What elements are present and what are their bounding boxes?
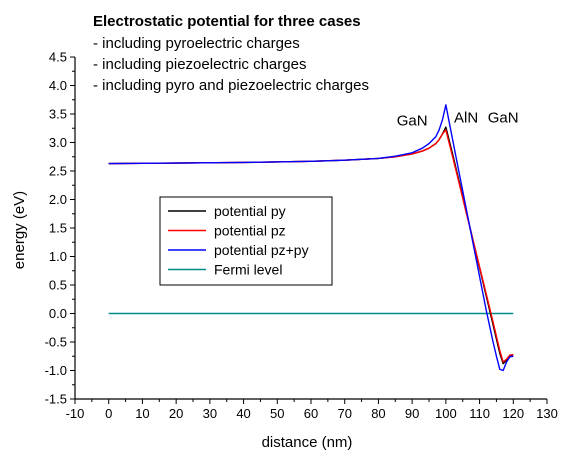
x-tick-label: 130 [536, 406, 558, 421]
subtitle-line-1: - including pyroelectric charges [93, 35, 300, 52]
y-tick-label: 1.0 [49, 249, 67, 264]
annotations: GaN AlN GaN [397, 110, 519, 130]
x-tick-label: 80 [371, 406, 385, 421]
annotation-label: AlN [454, 110, 478, 127]
y-tick-label: 2.5 [49, 164, 67, 179]
y-axis-title: energy (eV) [11, 191, 28, 269]
legend-label: potential py [214, 203, 286, 219]
subtitle-line-2: - including piezoelectric charges [93, 56, 306, 73]
y-ticks: -1.5 -1.0 -0.5 0.0 0.5 1.0 1.5 2.0 2.5 3.0 3.5 4.0 4… [45, 50, 75, 407]
subtitle-line-3: - including pyro and piezoelectric charg… [93, 77, 369, 94]
x-tick-label: 70 [337, 406, 351, 421]
y-tick-label: -0.5 [45, 335, 67, 350]
annotation-label: GaN [397, 112, 428, 129]
x-tick-label: 30 [203, 406, 217, 421]
x-tick-label: 120 [502, 406, 524, 421]
legend-label: Fermi level [214, 262, 282, 278]
x-ticks: -10 0 10 20 30 40 50 60 70 80 90 100 110 120 130 [66, 399, 558, 421]
y-tick-label: 3.0 [49, 135, 67, 150]
x-axis-title: distance (nm) [262, 434, 353, 451]
series-line-potential-pz-py [108, 104, 514, 372]
x-tick-label: 20 [169, 406, 183, 421]
y-tick-label: 4.5 [49, 50, 67, 65]
y-tick-label: 1.5 [49, 221, 67, 236]
legend-label: potential pz [214, 223, 286, 239]
x-tick-label: 0 [105, 406, 112, 421]
x-tick-label: 110 [469, 406, 490, 421]
x-tick-label: 40 [236, 406, 250, 421]
x-tick-label: 100 [435, 406, 457, 421]
y-tick-label: -1.0 [45, 363, 67, 378]
x-tick-label: 50 [270, 406, 284, 421]
x-tick-label: -10 [66, 406, 85, 421]
y-tick-label: -1.5 [45, 392, 67, 407]
x-tick-label: 10 [135, 406, 149, 421]
series-layer [108, 104, 514, 372]
x-tick-label: 90 [405, 406, 419, 421]
legend-label: potential pz+py [214, 242, 309, 258]
x-tick-label: 60 [304, 406, 318, 421]
chart-title: Electrostatic potential for three cases [93, 13, 361, 30]
legend: potential py potential pz potential pz+py F… [159, 196, 333, 286]
y-tick-label: 3.5 [49, 107, 67, 122]
annotation-label: GaN [488, 110, 519, 127]
y-tick-label: 4.0 [49, 78, 67, 93]
y-tick-label: 2.0 [49, 192, 67, 207]
y-tick-label: 0.0 [49, 306, 67, 321]
y-tick-label: 0.5 [49, 278, 67, 293]
